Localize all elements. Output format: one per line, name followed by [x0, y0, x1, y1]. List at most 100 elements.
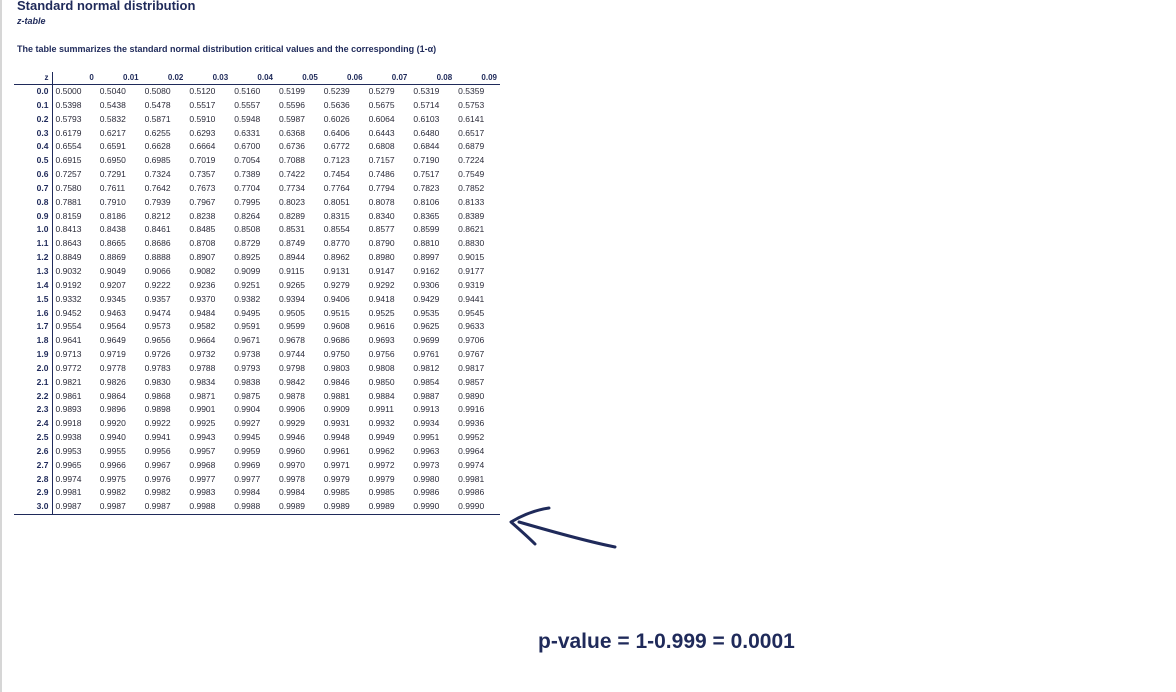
probability-cell: 0.9738 — [234, 349, 261, 360]
probability-cell: 0.9382 — [234, 293, 261, 304]
column-header: 0.08 — [410, 72, 456, 85]
table-description: The table summarizes the standard normal… — [17, 44, 437, 54]
hand-drawn-arrow-icon — [509, 506, 617, 549]
probability-cell: 0.9207 — [99, 279, 126, 290]
table-row: 2.4 0.9918 0.9920 0.9922 0.9925 0.9927 0.9929 0… — [14, 417, 500, 432]
z-value-cell: 0.3 — [14, 126, 53, 141]
probability-cell: 0.5675 — [368, 99, 395, 110]
z-value-cell: 0.6 — [14, 168, 53, 182]
probability-cell: 0.9984 — [278, 487, 305, 498]
probability-cell: 0.9306 — [413, 279, 440, 290]
probability-cell: 0.9798 — [278, 362, 305, 373]
document-title: Standard normal distribution — [17, 0, 196, 13]
probability-cell: 0.8461 — [144, 224, 171, 235]
probability-cell: 0.9974 — [458, 459, 485, 470]
probability-cell: 0.7764 — [323, 182, 350, 193]
probability-cell: 0.9554 — [55, 321, 82, 332]
left-border — [0, 0, 2, 692]
probability-cell: 0.9918 — [55, 418, 82, 429]
probability-cell: 0.7190 — [413, 155, 440, 166]
table-header-row: z 0 0.01 0.02 0.03 0.04 0.05 0.06 0.07 0.08 0.09 — [14, 72, 500, 85]
p-value-result: p-value = 1-0.999 = 0.0001 — [538, 630, 795, 653]
probability-cell: 0.9236 — [189, 279, 216, 290]
table-row: 2.6 0.9953 0.9955 0.9956 0.9957 0.9959 0.9960 0… — [14, 444, 500, 459]
probability-cell: 0.9115 — [278, 265, 305, 276]
column-header: 0.06 — [320, 72, 366, 85]
probability-cell: 0.8997 — [413, 252, 440, 263]
probability-cell: 0.7910 — [99, 196, 126, 207]
table-row: 1.0 0.8413 0.8438 0.8461 0.8485 0.8508 0.8531 0… — [14, 223, 500, 238]
table-row: 2.3 0.9893 0.9896 0.9898 0.9901 0.9904 0.9906 0… — [14, 403, 500, 418]
probability-cell: 0.8577 — [368, 224, 395, 235]
probability-cell: 0.9756 — [368, 349, 395, 360]
z-value-cell: 0.4 — [14, 140, 53, 155]
probability-cell: 0.9846 — [323, 376, 350, 387]
z-value-cell: 2.4 — [14, 417, 53, 432]
probability-cell: 0.5319 — [413, 86, 440, 96]
probability-cell: 0.8340 — [368, 210, 395, 221]
probability-cell: 0.6950 — [99, 155, 126, 166]
table-row: 0.4 0.6554 0.6591 0.6628 0.6664 0.6700 0.6736 0… — [14, 140, 500, 155]
probability-cell: 0.9817 — [458, 362, 485, 373]
table-row: 0.1 0.5398 0.5438 0.5478 0.5517 0.5557 0.5596 0… — [14, 98, 500, 113]
probability-cell: 0.8078 — [368, 196, 395, 207]
probability-cell: 0.9978 — [278, 473, 305, 484]
probability-cell: 0.9990 — [455, 500, 500, 516]
probability-cell: 0.9931 — [323, 418, 350, 429]
z-value-cell: 1.1 — [14, 237, 53, 252]
probability-cell: 0.9904 — [234, 404, 261, 415]
probability-cell: 0.8599 — [413, 224, 440, 235]
probability-cell: 0.9955 — [99, 445, 126, 456]
probability-cell: 0.7995 — [234, 196, 261, 207]
z-value-cell: 2.9 — [14, 486, 53, 501]
z-value-cell: 1.4 — [14, 278, 53, 293]
probability-cell: 0.9251 — [234, 279, 261, 290]
probability-cell: 0.5714 — [413, 99, 440, 110]
probability-cell: 0.9901 — [189, 404, 216, 415]
probability-cell: 0.9793 — [234, 362, 261, 373]
probability-cell: 0.7881 — [55, 196, 82, 207]
probability-cell: 0.9980 — [413, 473, 440, 484]
probability-cell: 0.6772 — [323, 141, 350, 152]
probability-cell: 0.8980 — [368, 252, 395, 263]
probability-cell: 0.9963 — [413, 445, 440, 456]
probability-cell: 0.6664 — [189, 141, 216, 152]
table-row: 2.2 0.9861 0.9864 0.9868 0.9871 0.9875 0.9878 0… — [14, 389, 500, 404]
probability-cell: 0.9977 — [189, 473, 216, 484]
probability-cell: 0.9812 — [413, 362, 440, 373]
probability-cell: 0.9826 — [99, 376, 126, 387]
probability-cell: 0.6255 — [144, 127, 171, 138]
probability-cell: 0.9706 — [458, 335, 485, 346]
probability-cell: 0.7704 — [234, 182, 261, 193]
probability-cell: 0.5000 — [55, 86, 82, 96]
probability-cell: 0.9946 — [278, 432, 305, 443]
probability-cell: 0.8315 — [323, 210, 350, 221]
probability-cell: 0.9147 — [368, 265, 395, 276]
probability-cell: 0.6517 — [458, 127, 485, 138]
column-header: 0.07 — [365, 72, 411, 85]
probability-cell: 0.9319 — [458, 279, 485, 290]
probability-cell: 0.9767 — [458, 349, 485, 360]
probability-cell: 0.8770 — [323, 238, 350, 249]
probability-cell: 0.9525 — [368, 307, 395, 318]
probability-cell: 0.7224 — [458, 155, 485, 166]
table-row: 0.8 0.7881 0.7910 0.7939 0.7967 0.7995 0.8023 0… — [14, 195, 500, 210]
z-value-cell: 0.1 — [14, 98, 53, 113]
probability-cell: 0.9909 — [323, 404, 350, 415]
probability-cell: 0.9932 — [368, 418, 395, 429]
probability-cell: 0.8554 — [323, 224, 350, 235]
probability-cell: 0.9956 — [144, 445, 171, 456]
probability-cell: 0.5040 — [99, 86, 126, 96]
probability-cell: 0.9744 — [278, 349, 305, 360]
table-row: 1.2 0.8849 0.8869 0.8888 0.8907 0.8925 0.8944 0… — [14, 251, 500, 265]
probability-cell: 0.7389 — [234, 169, 261, 180]
probability-cell: 0.9495 — [234, 307, 261, 318]
probability-cell: 0.9015 — [458, 252, 485, 263]
probability-cell: 0.5987 — [278, 113, 305, 124]
probability-cell: 0.8849 — [55, 252, 82, 263]
probability-cell: 0.9989 — [320, 500, 366, 516]
probability-cell: 0.9625 — [413, 321, 440, 332]
probability-cell: 0.7054 — [234, 155, 261, 166]
table-row: 0.0 0.5000 0.5040 0.5080 0.5120 0.5160 0.5199 0… — [14, 84, 500, 99]
probability-cell: 0.9982 — [144, 487, 171, 498]
